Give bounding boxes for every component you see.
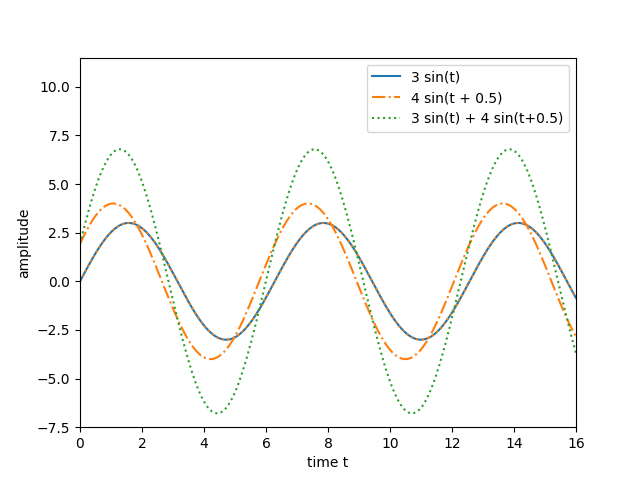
3 sin(t) bbox=[125, 220, 132, 226]
3 sin(t) + 4 sin(t+0.5) bbox=[473, 213, 481, 219]
Line: 4 sin(t + 0.5): 4 sin(t + 0.5) bbox=[80, 204, 576, 359]
4 sin(t + 0.5) bbox=[207, 356, 214, 362]
4 sin(t + 0.5) bbox=[572, 334, 580, 339]
3 sin(t) + 4 sin(t+0.5) bbox=[127, 155, 135, 161]
3 sin(t) bbox=[572, 295, 580, 301]
3 sin(t) bbox=[473, 265, 481, 271]
4 sin(t + 0.5) bbox=[464, 245, 472, 251]
3 sin(t) + 4 sin(t+0.5) bbox=[572, 350, 580, 356]
3 sin(t) bbox=[296, 237, 303, 242]
4 sin(t + 0.5) bbox=[418, 346, 426, 351]
3 sin(t) + 4 sin(t+0.5) bbox=[278, 215, 285, 220]
4 sin(t + 0.5) bbox=[76, 241, 84, 247]
3 sin(t) bbox=[464, 282, 472, 288]
3 sin(t) + 4 sin(t+0.5) bbox=[116, 146, 124, 152]
3 sin(t) + 4 sin(t+0.5) bbox=[76, 241, 84, 247]
4 sin(t + 0.5) bbox=[473, 227, 481, 232]
3 sin(t) + 4 sin(t+0.5) bbox=[418, 404, 426, 410]
3 sin(t) + 4 sin(t+0.5) bbox=[296, 162, 303, 168]
3 sin(t) bbox=[222, 337, 230, 343]
4 sin(t + 0.5) bbox=[109, 201, 117, 206]
3 sin(t) bbox=[127, 220, 135, 226]
3 sin(t) + 4 sin(t+0.5) bbox=[213, 410, 221, 416]
4 sin(t + 0.5) bbox=[127, 213, 135, 219]
3 sin(t) bbox=[76, 278, 84, 284]
Line: 3 sin(t): 3 sin(t) bbox=[80, 223, 576, 340]
4 sin(t + 0.5) bbox=[296, 204, 303, 209]
4 sin(t + 0.5) bbox=[278, 227, 285, 233]
3 sin(t) bbox=[418, 337, 426, 343]
3 sin(t) + 4 sin(t+0.5) bbox=[464, 249, 472, 254]
Legend: 3 sin(t), 4 sin(t + 0.5), 3 sin(t) + 4 sin(t+0.5): 3 sin(t), 4 sin(t + 0.5), 3 sin(t) + 4 s… bbox=[367, 64, 569, 132]
Y-axis label: amplitude: amplitude bbox=[17, 207, 31, 277]
X-axis label: time t: time t bbox=[307, 456, 349, 470]
Line: 3 sin(t) + 4 sin(t+0.5): 3 sin(t) + 4 sin(t+0.5) bbox=[80, 149, 576, 413]
3 sin(t) bbox=[278, 266, 285, 272]
